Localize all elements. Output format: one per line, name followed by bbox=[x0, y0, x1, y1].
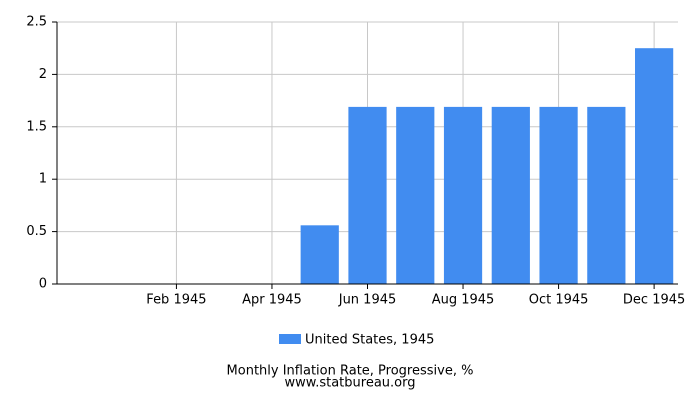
y-tick-label: 2 bbox=[39, 67, 47, 82]
x-tick-label: Dec 1945 bbox=[623, 293, 685, 308]
bar bbox=[491, 106, 530, 284]
bar bbox=[300, 225, 339, 284]
bar bbox=[539, 106, 578, 284]
bar bbox=[396, 106, 435, 284]
bar bbox=[587, 106, 626, 284]
bar bbox=[443, 106, 483, 284]
y-tick-label: 2.5 bbox=[26, 15, 47, 30]
y-tick-label: 0 bbox=[39, 277, 47, 292]
bar bbox=[635, 48, 674, 285]
x-tick-label: Jun 1945 bbox=[338, 293, 397, 308]
x-tick-label: Aug 1945 bbox=[432, 293, 495, 308]
y-tick-label: 1.5 bbox=[26, 119, 47, 134]
y-tick-label: 1 bbox=[39, 172, 47, 187]
x-tick-label: Oct 1945 bbox=[529, 293, 589, 308]
x-tick-label: Apr 1945 bbox=[242, 293, 302, 308]
source: www.statbureau.org bbox=[285, 376, 416, 391]
chart-title: Monthly Inflation Rate, Progressive, % bbox=[227, 364, 474, 379]
legend-label: United States, 1945 bbox=[305, 333, 434, 348]
bar bbox=[348, 106, 387, 284]
y-tick-label: 0.5 bbox=[26, 224, 47, 239]
legend-swatch bbox=[279, 334, 301, 344]
x-tick-label: Feb 1945 bbox=[146, 293, 206, 308]
